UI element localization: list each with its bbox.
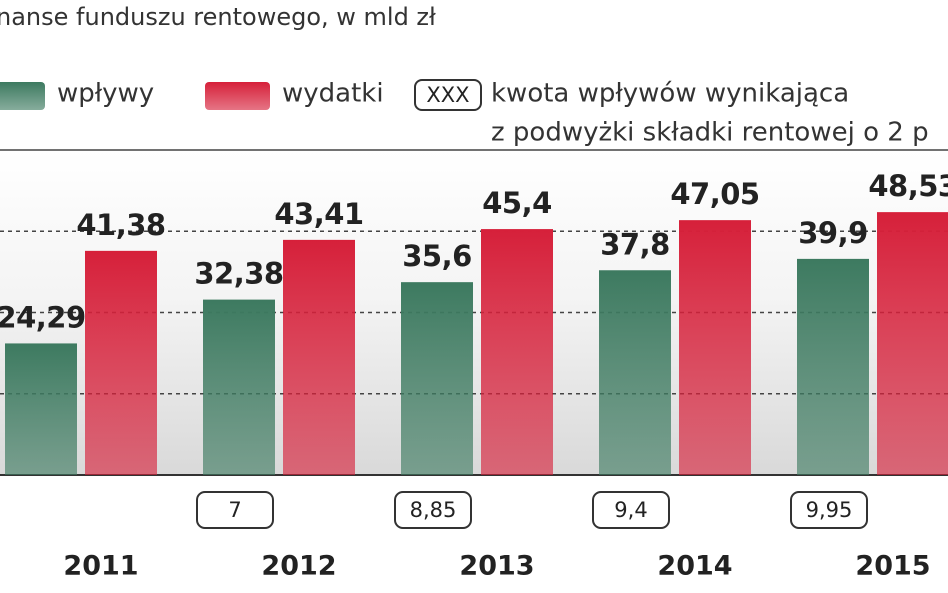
x-tick-label: 2011	[63, 551, 138, 582]
legend-swatch	[205, 82, 270, 110]
bar	[203, 299, 275, 475]
increase-box	[196, 491, 274, 529]
bar	[679, 220, 751, 475]
increase-box	[394, 491, 472, 529]
value-label: 37,8	[600, 227, 670, 261]
value-label: 43,41	[274, 197, 363, 231]
x-tick-label: 2015	[855, 551, 930, 582]
bar	[797, 258, 869, 475]
bar	[5, 343, 77, 475]
value-label: 45,4	[482, 186, 552, 220]
legend-increase-text: z podwyżki składki rentowej o 2 p	[491, 118, 929, 148]
value-label: 32,38	[194, 257, 283, 291]
x-tick-label: 2013	[459, 551, 534, 582]
value-label: 39,9	[798, 216, 868, 250]
legend-label: wydatki	[282, 79, 384, 109]
value-label: 35,6	[402, 239, 472, 273]
x-tick-label: 2012	[261, 551, 336, 582]
increase-label: 9,4	[614, 498, 647, 522]
value-label: 48,53	[868, 169, 948, 203]
bar	[599, 270, 671, 475]
increase-label: 9,95	[806, 498, 853, 522]
increase-label: 8,85	[410, 498, 457, 522]
increase-box	[790, 491, 868, 529]
legend-swatch	[0, 82, 45, 110]
bar	[877, 212, 948, 476]
legend: XXX kwota wpływów wynikająca z podwyżki …	[0, 79, 929, 148]
value-label: 24,29	[0, 300, 86, 334]
legend-increase-box	[414, 79, 482, 111]
x-tick-label: 2014	[657, 551, 732, 582]
legend-increase-text: kwota wpływów wynikająca	[491, 79, 849, 109]
bar	[481, 229, 553, 475]
legend-label: wpływy	[57, 79, 154, 109]
increase-box	[592, 491, 670, 529]
increase-label: 7	[228, 498, 241, 522]
value-label: 47,05	[670, 177, 759, 211]
value-label: 41,38	[76, 208, 165, 242]
bar	[401, 282, 473, 475]
chart-title: nanse funduszu rentowego, w mld zł	[0, 3, 436, 31]
legend-increase-symbol: XXX	[426, 83, 469, 107]
bar	[85, 250, 157, 475]
bar	[283, 239, 355, 475]
